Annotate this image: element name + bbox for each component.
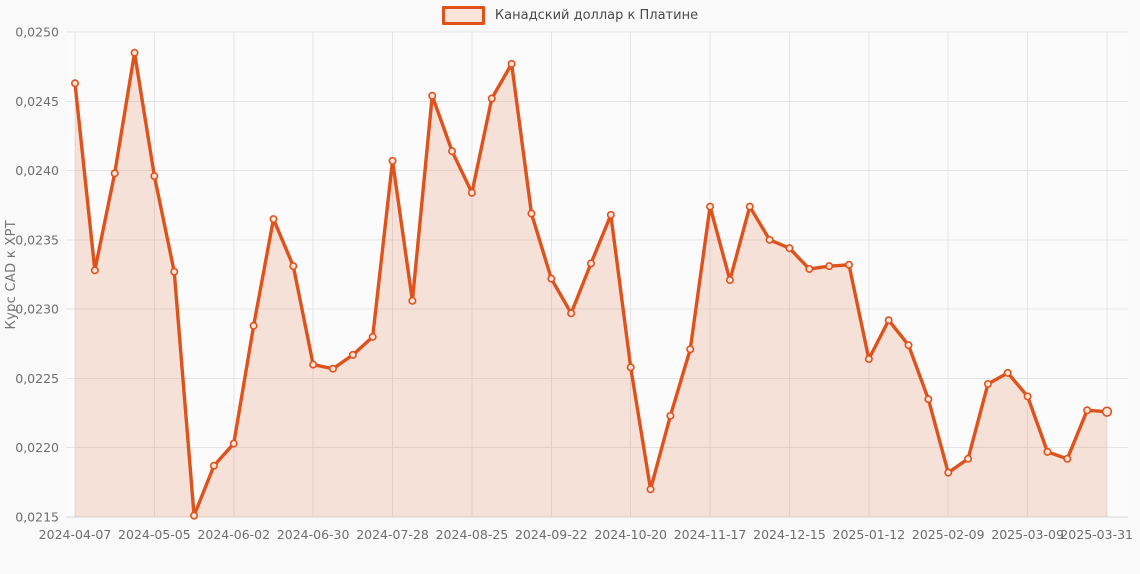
data-point-marker[interactable] bbox=[964, 454, 973, 463]
data-point-marker[interactable] bbox=[90, 266, 99, 275]
data-point-marker[interactable] bbox=[1043, 447, 1052, 456]
data-point-marker[interactable] bbox=[507, 59, 516, 68]
y-tick-label: 0,0215 bbox=[15, 510, 59, 525]
data-point-marker[interactable] bbox=[190, 511, 199, 520]
data-point-marker[interactable] bbox=[944, 468, 953, 477]
x-tick-label: 2025-03-31 bbox=[1060, 527, 1133, 542]
plot-area[interactable] bbox=[66, 32, 1128, 517]
x-tick-label: 2024-09-22 bbox=[515, 527, 588, 542]
data-point-marker[interactable] bbox=[547, 274, 556, 283]
x-tick-label: 2025-02-09 bbox=[912, 527, 985, 542]
data-point-marker[interactable] bbox=[467, 188, 476, 197]
x-tick-label: 2025-03-09 bbox=[991, 527, 1064, 542]
data-point-marker[interactable] bbox=[388, 156, 397, 165]
data-point-marker[interactable] bbox=[785, 244, 794, 253]
data-point-marker[interactable] bbox=[765, 235, 774, 244]
legend-item[interactable]: Канадский доллар к Платине bbox=[0, 6, 1140, 25]
x-tick-label: 2024-12-15 bbox=[753, 527, 826, 542]
data-point-marker[interactable] bbox=[209, 461, 218, 470]
x-tick-label: 2024-06-30 bbox=[277, 527, 350, 542]
data-point-marker[interactable] bbox=[606, 210, 615, 219]
data-point-marker[interactable] bbox=[745, 202, 754, 211]
data-point-marker[interactable] bbox=[805, 264, 814, 273]
x-tick-label: 2024-07-28 bbox=[356, 527, 429, 542]
x-tick-label: 2024-10-20 bbox=[594, 527, 667, 542]
series-markers[interactable] bbox=[71, 48, 1113, 520]
data-point-marker[interactable] bbox=[1023, 392, 1032, 401]
data-point-marker[interactable] bbox=[646, 485, 655, 494]
data-point-marker[interactable] bbox=[924, 395, 933, 404]
data-point-marker[interactable] bbox=[110, 169, 119, 178]
data-point-marker[interactable] bbox=[71, 79, 80, 88]
data-point-marker[interactable] bbox=[706, 202, 715, 211]
y-tick-label: 0,0225 bbox=[15, 371, 59, 386]
data-point-marker[interactable] bbox=[368, 332, 377, 341]
y-tick-label: 0,0250 bbox=[15, 25, 59, 40]
y-axis-title: Курс CAD к XPT bbox=[4, 219, 19, 330]
data-point-marker[interactable] bbox=[348, 350, 357, 359]
data-point-marker[interactable] bbox=[686, 345, 695, 354]
data-point-marker[interactable] bbox=[309, 360, 318, 369]
data-point-marker[interactable] bbox=[904, 341, 913, 350]
y-axis-title-wrap: Курс CAD к XPT bbox=[4, 32, 19, 517]
data-point-marker[interactable] bbox=[249, 321, 258, 330]
data-point-marker[interactable] bbox=[428, 91, 437, 100]
x-axis-labels: 2024-04-07 2024-05-05 2024-06-02 2024-06-30… bbox=[39, 527, 1133, 542]
x-tick-label: 2024-11-17 bbox=[674, 527, 747, 542]
y-tick-label: 0,0220 bbox=[15, 440, 59, 455]
data-point-marker[interactable] bbox=[983, 379, 992, 388]
data-point-marker[interactable] bbox=[1083, 406, 1092, 415]
data-point-marker[interactable] bbox=[328, 364, 337, 373]
data-point-marker[interactable] bbox=[289, 262, 298, 271]
data-point-marker[interactable] bbox=[448, 147, 457, 156]
data-point-marker[interactable] bbox=[567, 309, 576, 318]
data-point-marker[interactable] bbox=[487, 94, 496, 103]
y-axis-labels: 0,0215 0,0220 0,0225 0,0230 0,0235 0,0240 0,02… bbox=[15, 25, 59, 525]
x-tick-label: 2024-04-07 bbox=[39, 527, 112, 542]
data-point-marker[interactable] bbox=[725, 276, 734, 285]
data-point-marker[interactable] bbox=[150, 172, 159, 181]
x-tick-label: 2024-05-05 bbox=[118, 527, 191, 542]
y-tick-label: 0,0240 bbox=[15, 163, 59, 178]
data-point-marker[interactable] bbox=[229, 439, 238, 448]
data-point-marker[interactable] bbox=[844, 260, 853, 269]
data-point-marker[interactable] bbox=[884, 316, 893, 325]
x-tick-label: 2024-08-25 bbox=[436, 527, 509, 542]
data-point-marker[interactable] bbox=[527, 209, 536, 218]
legend-swatch-icon bbox=[441, 6, 485, 25]
data-point-marker[interactable] bbox=[825, 262, 834, 271]
x-tick-label: 2024-06-02 bbox=[197, 527, 270, 542]
series-area bbox=[75, 52, 1107, 518]
legend-label: Канадский доллар к Платине bbox=[494, 8, 699, 23]
data-point-marker[interactable] bbox=[130, 48, 139, 57]
data-point-marker[interactable] bbox=[586, 259, 595, 268]
x-tick-label: 2025-01-12 bbox=[833, 527, 906, 542]
y-tick-label: 0,0235 bbox=[15, 232, 59, 247]
data-point-marker[interactable] bbox=[1101, 406, 1113, 417]
data-point-marker[interactable] bbox=[864, 355, 873, 364]
data-point-marker[interactable] bbox=[408, 296, 417, 305]
data-point-marker[interactable] bbox=[170, 267, 179, 276]
data-point-marker[interactable] bbox=[269, 215, 278, 224]
data-point-marker[interactable] bbox=[1063, 454, 1072, 463]
data-point-marker[interactable] bbox=[1003, 368, 1012, 377]
data-point-marker[interactable] bbox=[626, 363, 635, 372]
y-tick-label: 0,0230 bbox=[15, 302, 59, 317]
y-tick-label: 0,0245 bbox=[15, 94, 59, 109]
data-point-marker[interactable] bbox=[666, 411, 675, 420]
